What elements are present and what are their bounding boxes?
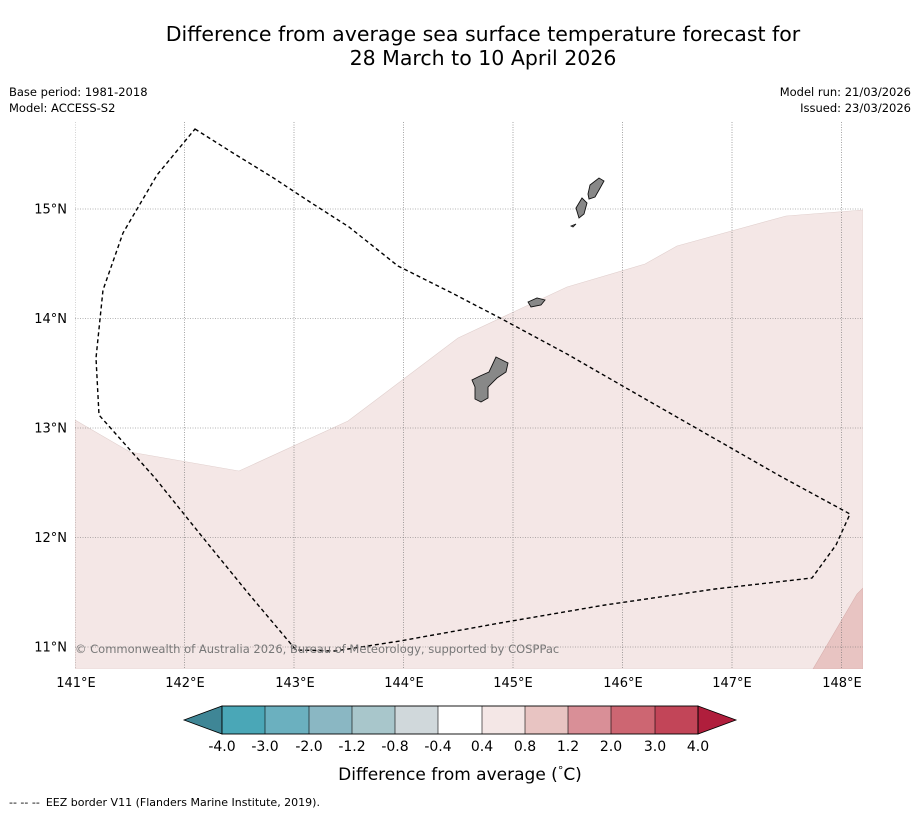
lon-label-143e: 143°E	[275, 676, 315, 691]
aguijan-islet	[570, 223, 577, 228]
lat-label-13n: 13°N	[34, 422, 67, 437]
colorbar-swatch-3	[309, 706, 352, 734]
colorbar-tick-9: 1.2	[557, 739, 579, 755]
colorbar-tick-2: -3.0	[251, 739, 278, 755]
colorbar-extend-low	[182, 705, 223, 735]
colorbar-swatch-1	[222, 706, 265, 734]
colorbar-tick-1: -4.0	[208, 739, 235, 755]
colorbar-tick-11: 3.0	[644, 739, 666, 755]
colorbar-tick-10: 2.0	[600, 739, 622, 755]
copyright-text: © Commonwealth of Australia 2026, Bureau…	[75, 642, 559, 656]
colorbar-tick-12: 4.0	[687, 739, 709, 755]
lon-label-142e: 142°E	[165, 676, 205, 691]
colorbar-extend-high	[697, 705, 738, 735]
lon-label-147e: 147°E	[712, 676, 752, 691]
lon-label-141e: 141°E	[56, 676, 96, 691]
saipan-island	[587, 177, 605, 200]
anomaly-region-0-8-to-1-2	[812, 587, 863, 669]
colorbar-swatch-6	[438, 706, 482, 734]
map-area: © Commonwealth of Australia 2026, Bureau…	[75, 122, 863, 669]
model-run-text: Model run: 21/03/2026	[779, 85, 911, 99]
issued-text: Issued: 23/03/2026	[800, 101, 911, 115]
lon-label-146e: 146°E	[603, 676, 643, 691]
colorbar-tick-4: -1.2	[338, 739, 365, 755]
colorbar-tick-7: 0.4	[471, 739, 493, 755]
model-text: Model: ACCESS-S2	[9, 101, 116, 115]
colorbar-tick-labels: -4.0 -3.0 -2.0 -1.2 -0.8 -0.4 0.4 0.8 1.…	[208, 739, 709, 755]
colorbar-outline	[221, 705, 699, 735]
colorbar-swatch-11	[655, 706, 698, 734]
latitude-labels: 15°N 14°N 13°N 12°N 11°N	[34, 203, 67, 656]
colorbar-swatch-7	[482, 706, 525, 734]
colorbar-swatch-4	[352, 706, 395, 734]
lon-label-144e: 144°E	[384, 676, 424, 691]
colorbar-label: Difference from average (°C)	[338, 764, 582, 785]
colorbar-swatch-8	[525, 706, 568, 734]
eez-border	[95, 128, 851, 652]
lon-label-145e: 145°E	[493, 676, 533, 691]
base-period-text: Base period: 1981-2018	[9, 85, 148, 99]
rota-island	[527, 297, 546, 308]
colorbar: -4.0 -3.0 -2.0 -1.2 -0.8 -0.4 0.4 0.8 1.…	[182, 705, 738, 785]
colorbar-swatch-9	[568, 706, 611, 734]
map-title: Difference from average sea surface temp…	[0, 22, 919, 70]
graticule	[75, 122, 863, 669]
lat-label-14n: 14°N	[34, 312, 67, 327]
colorbar-swatch-2	[265, 706, 309, 734]
title-line-1: Difference from average sea surface temp…	[165, 22, 801, 46]
eez-legend-text: EEZ border V11 (Flanders Marine Institut…	[45, 796, 320, 809]
colorbar-tick-8: 0.8	[514, 739, 536, 755]
colorbar-tick-5: -0.8	[381, 739, 408, 755]
lat-label-11n: 11°N	[34, 641, 67, 656]
base-info: Base period: 1981-2018 Model: ACCESS-S2	[9, 84, 148, 116]
run-info: Model run: 21/03/2026 Issued: 23/03/2026	[780, 84, 911, 116]
colorbar-swatch-10	[611, 706, 655, 734]
eez-legend: -- -- -- EEZ border V11 (Flanders Marine …	[9, 796, 320, 809]
longitude-labels: 141°E 142°E 143°E 144°E 145°E 146°E 147°…	[56, 676, 862, 691]
eez-legend-symbol: -- -- --	[9, 796, 40, 809]
anomaly-region-0-4-to-0-8	[75, 209, 863, 669]
title-line-2: 28 March to 10 April 2026	[349, 46, 617, 70]
colorbar-tick-6: -0.4	[424, 739, 451, 755]
guam-island	[471, 356, 509, 403]
lat-label-15n: 15°N	[34, 203, 67, 218]
lat-label-12n: 12°N	[34, 531, 67, 546]
colorbar-dividers	[264, 706, 656, 734]
colorbar-tick-3: -2.0	[295, 739, 322, 755]
colorbar-swatch-5	[395, 706, 438, 734]
lon-label-148e: 148°E	[822, 676, 862, 691]
tinian-island	[575, 197, 588, 219]
